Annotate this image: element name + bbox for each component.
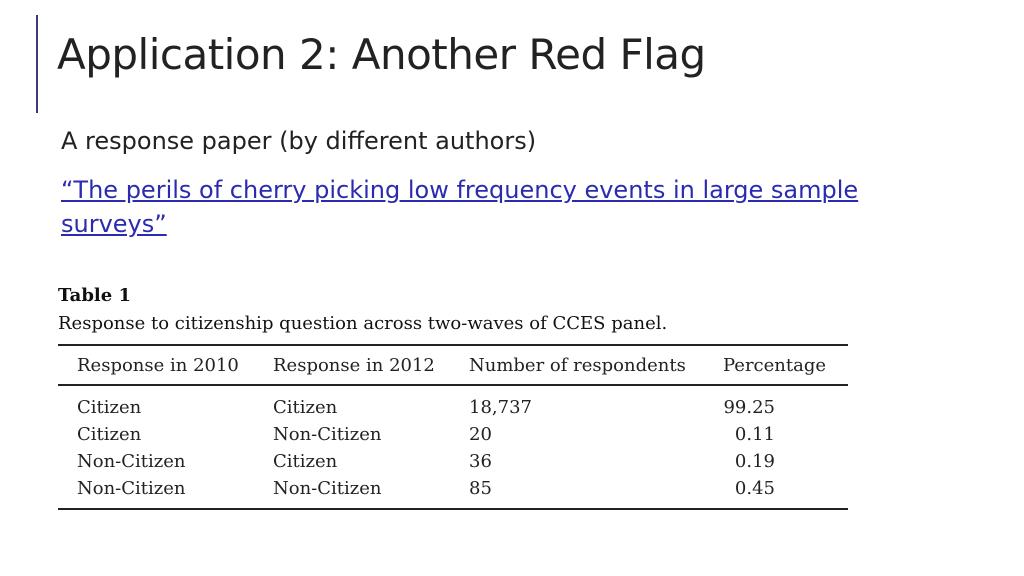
table-header-row: Response in 2010 Response in 2012 Number…: [58, 345, 848, 385]
cell-percentage: 0.45: [734, 478, 775, 499]
citizenship-table: Response in 2010 Response in 2012 Number…: [58, 344, 848, 510]
cell-number: 18,737: [469, 397, 532, 418]
cell-response-2012: Non-Citizen: [273, 478, 382, 499]
cell-response-2012: Citizen: [273, 397, 338, 418]
table-label: Table 1: [58, 285, 132, 306]
slide-title: Application 2: Another Red Flag: [57, 30, 706, 79]
cell-response-2010: Citizen: [77, 397, 142, 418]
header-response-2010: Response in 2010: [77, 355, 239, 376]
cell-percentage: 99.25: [723, 397, 775, 418]
header-response-2012: Response in 2012: [273, 355, 435, 376]
cell-response-2012: Non-Citizen: [273, 424, 382, 445]
cell-number: 20: [469, 424, 492, 445]
cell-response-2012: Citizen: [273, 451, 338, 472]
header-percentage: Percentage: [723, 355, 827, 376]
cell-number: 36: [469, 451, 492, 472]
slide-subtitle: A response paper (by different authors): [61, 127, 537, 155]
cell-response-2010: Citizen: [77, 424, 142, 445]
cell-percentage: 0.11: [734, 424, 775, 445]
cell-percentage: 0.19: [734, 451, 775, 472]
cell-response-2010: Non-Citizen: [77, 451, 186, 472]
cell-number: 85: [469, 478, 492, 499]
cell-response-2010: Non-Citizen: [77, 478, 186, 499]
table-row: Citizen Citizen 18,737 99.25: [58, 385, 848, 421]
table-row: Non-Citizen Citizen 36 0.19: [58, 448, 848, 475]
table-row: Citizen Non-Citizen 20 0.11: [58, 421, 848, 448]
paper-link[interactable]: “The perils of cherry picking low freque…: [61, 176, 859, 238]
header-number-respondents: Number of respondents: [469, 355, 686, 376]
title-accent-bar: [36, 15, 38, 113]
table-caption: Response to citizenship question across …: [58, 313, 668, 334]
table-row: Non-Citizen Non-Citizen 85 0.45: [58, 475, 848, 509]
table-figure: Table 1 Response to citizenship question…: [58, 284, 848, 510]
